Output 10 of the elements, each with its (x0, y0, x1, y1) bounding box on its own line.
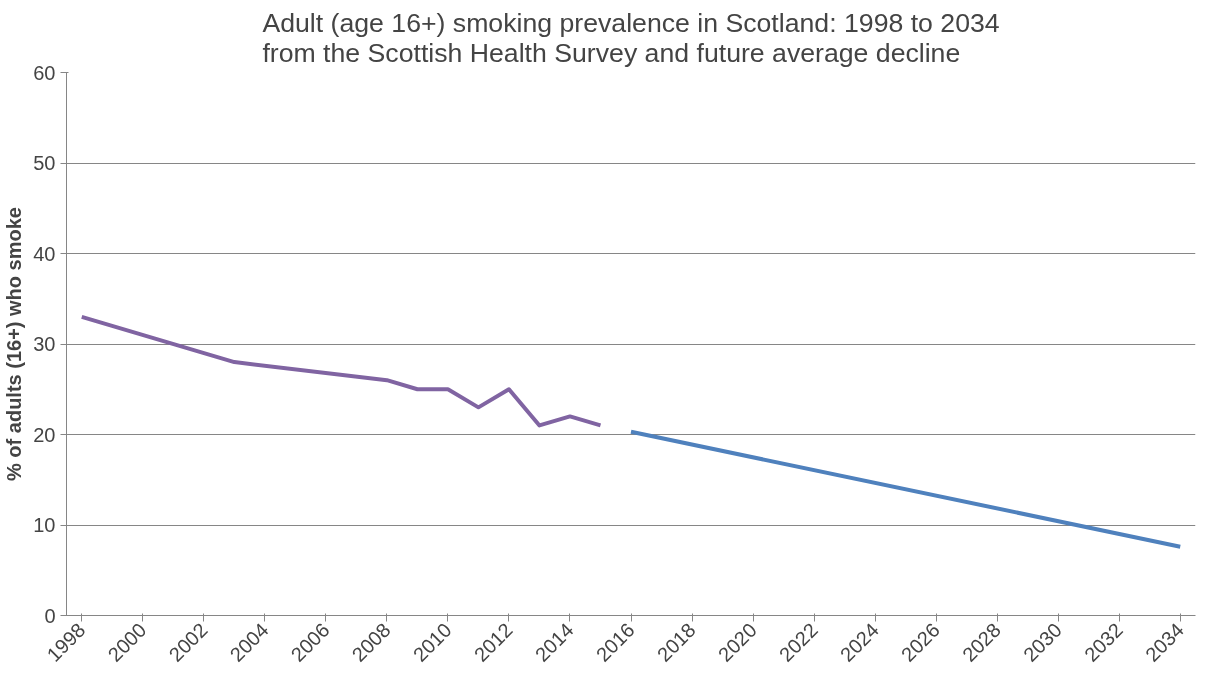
y-tick-label: 50 (33, 152, 56, 174)
y-tick-label: 60 (33, 61, 56, 84)
y-tick-label: 10 (33, 514, 56, 536)
y-tick-label: 20 (33, 423, 56, 446)
y-tick-label: 40 (33, 242, 56, 265)
chart-title: Adult (age 16+) smoking prevalence in Scotland: 1998 to 2034 from the Scottish Health Survey and future average decline (262, 7, 1000, 68)
y-axis-title: % of adults (16+) who smoke (3, 207, 26, 481)
y-tick-label: 0 (44, 604, 56, 627)
y-tick-label: 30 (33, 333, 56, 355)
line-series (79, 314, 603, 428)
